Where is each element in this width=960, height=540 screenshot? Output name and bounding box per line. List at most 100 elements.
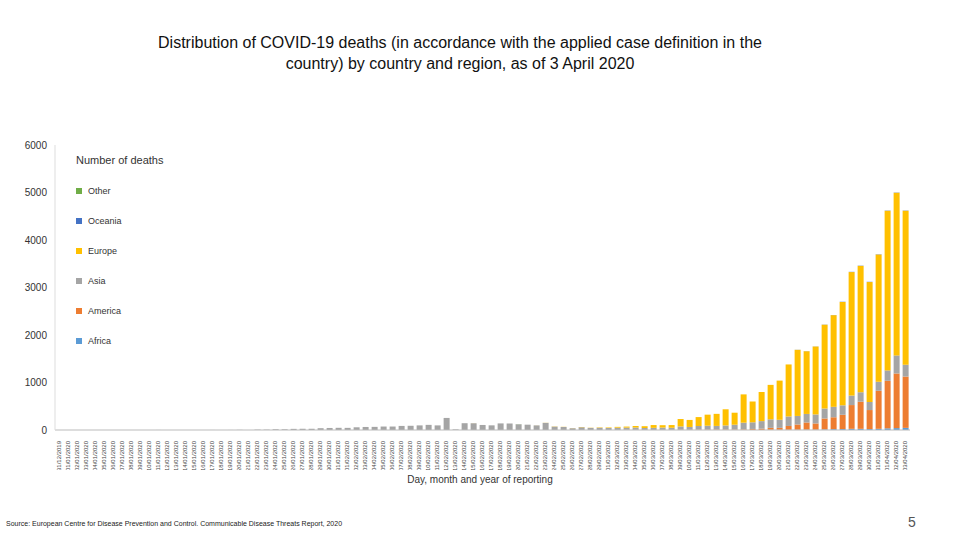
svg-text:24/01/2020: 24/01/2020 [272, 440, 278, 470]
svg-text:09/03/2020: 09/03/2020 [677, 440, 683, 470]
svg-text:06/03/2020: 06/03/2020 [650, 440, 656, 470]
svg-text:07/02/2020: 07/02/2020 [398, 440, 404, 470]
svg-text:25/02/2020: 25/02/2020 [560, 440, 566, 470]
svg-text:02/02/2020: 02/02/2020 [353, 440, 359, 470]
svg-text:14/01/2020: 14/01/2020 [182, 440, 188, 470]
svg-text:05/02/2020: 05/02/2020 [380, 440, 386, 470]
svg-text:14/03/2020: 14/03/2020 [722, 440, 728, 470]
svg-text:30/03/2020: 30/03/2020 [866, 440, 872, 470]
svg-text:02/01/2020: 02/01/2020 [74, 440, 80, 470]
svg-text:19/02/2020: 19/02/2020 [506, 440, 512, 470]
svg-text:17/01/2020: 17/01/2020 [209, 440, 215, 470]
svg-text:03/04/2020: 03/04/2020 [902, 440, 908, 470]
svg-text:18/03/2020: 18/03/2020 [758, 440, 764, 470]
svg-text:25/03/2020: 25/03/2020 [821, 440, 827, 470]
svg-text:25/01/2020: 25/01/2020 [281, 440, 287, 470]
svg-text:22/02/2020: 22/02/2020 [533, 440, 539, 470]
svg-text:11/02/2020: 11/02/2020 [434, 440, 440, 470]
svg-text:13/03/2020: 13/03/2020 [713, 440, 719, 470]
svg-text:24/02/2020: 24/02/2020 [551, 440, 557, 470]
svg-text:12/02/2020: 12/02/2020 [443, 440, 449, 470]
svg-text:17/03/2020: 17/03/2020 [749, 440, 755, 470]
svg-text:03/02/2020: 03/02/2020 [362, 440, 368, 470]
svg-text:07/01/2020: 07/01/2020 [119, 440, 125, 470]
svg-text:05/03/2020: 05/03/2020 [641, 440, 647, 470]
svg-text:04/01/2020: 04/01/2020 [92, 440, 98, 470]
svg-text:02/03/2020: 02/03/2020 [614, 440, 620, 470]
svg-text:22/03/2020: 22/03/2020 [794, 440, 800, 470]
svg-text:19/03/2020: 19/03/2020 [767, 440, 773, 470]
svg-text:01/02/2020: 01/02/2020 [344, 440, 350, 470]
svg-text:01/04/2020: 01/04/2020 [884, 440, 890, 470]
svg-text:04/03/2020: 04/03/2020 [632, 440, 638, 470]
svg-text:09/02/2020: 09/02/2020 [416, 440, 422, 470]
svg-text:10/01/2020: 10/01/2020 [146, 440, 152, 470]
svg-text:04/02/2020: 04/02/2020 [371, 440, 377, 470]
svg-text:15/02/2020: 15/02/2020 [470, 440, 476, 470]
svg-text:08/01/2020: 08/01/2020 [128, 440, 134, 470]
svg-text:07/03/2020: 07/03/2020 [659, 440, 665, 470]
svg-text:27/03/2020: 27/03/2020 [839, 440, 845, 470]
svg-text:12/01/2020: 12/01/2020 [164, 440, 170, 470]
svg-text:26/03/2020: 26/03/2020 [830, 440, 836, 470]
svg-text:10/02/2020: 10/02/2020 [425, 440, 431, 470]
svg-text:4000: 4000 [25, 235, 48, 246]
svg-text:18/02/2020: 18/02/2020 [497, 440, 503, 470]
svg-text:05/01/2020: 05/01/2020 [101, 440, 107, 470]
svg-text:10/03/2020: 10/03/2020 [686, 440, 692, 470]
svg-text:21/03/2020: 21/03/2020 [785, 440, 791, 470]
svg-text:2000: 2000 [25, 330, 48, 341]
svg-text:08/03/2020: 08/03/2020 [668, 440, 674, 470]
svg-text:23/02/2020: 23/02/2020 [542, 440, 548, 470]
svg-text:21/01/2020: 21/01/2020 [245, 440, 251, 470]
svg-text:29/01/2020: 29/01/2020 [317, 440, 323, 470]
svg-text:24/03/2020: 24/03/2020 [812, 440, 818, 470]
svg-text:28/02/2020: 28/02/2020 [587, 440, 593, 470]
svg-text:16/02/2020: 16/02/2020 [479, 440, 485, 470]
svg-text:01/01/2020: 01/01/2020 [65, 440, 71, 470]
svg-text:5000: 5000 [25, 187, 48, 198]
svg-text:03/03/2020: 03/03/2020 [623, 440, 629, 470]
svg-text:06/02/2020: 06/02/2020 [389, 440, 395, 470]
svg-text:20/02/2020: 20/02/2020 [515, 440, 521, 470]
svg-text:6000: 6000 [25, 140, 48, 151]
svg-text:08/02/2020: 08/02/2020 [407, 440, 413, 470]
svg-text:11/03/2020: 11/03/2020 [695, 440, 701, 470]
svg-text:19/01/2020: 19/01/2020 [227, 440, 233, 470]
svg-text:11/01/2020: 11/01/2020 [155, 440, 161, 470]
svg-text:22/01/2020: 22/01/2020 [254, 440, 260, 470]
svg-text:28/01/2020: 28/01/2020 [308, 440, 314, 470]
svg-text:06/01/2020: 06/01/2020 [110, 440, 116, 470]
svg-text:29/02/2020: 29/02/2020 [596, 440, 602, 470]
svg-text:17/02/2020: 17/02/2020 [488, 440, 494, 470]
svg-text:26/02/2020: 26/02/2020 [569, 440, 575, 470]
svg-text:09/01/2020: 09/01/2020 [137, 440, 143, 470]
svg-text:01/03/2020: 01/03/2020 [605, 440, 611, 470]
svg-text:0: 0 [41, 425, 47, 436]
svg-text:12/03/2020: 12/03/2020 [704, 440, 710, 470]
svg-text:28/03/2020: 28/03/2020 [848, 440, 854, 470]
svg-text:31/01/2020: 31/01/2020 [335, 440, 341, 470]
svg-text:29/03/2020: 29/03/2020 [857, 440, 863, 470]
svg-text:3000: 3000 [25, 282, 48, 293]
svg-text:23/01/2020: 23/01/2020 [263, 440, 269, 470]
svg-text:27/02/2020: 27/02/2020 [578, 440, 584, 470]
svg-text:23/03/2020: 23/03/2020 [803, 440, 809, 470]
svg-text:26/01/2020: 26/01/2020 [290, 440, 296, 470]
svg-text:15/01/2020: 15/01/2020 [191, 440, 197, 470]
svg-text:13/01/2020: 13/01/2020 [173, 440, 179, 470]
svg-text:1000: 1000 [25, 377, 48, 388]
svg-text:31/03/2020: 31/03/2020 [875, 440, 881, 470]
svg-text:02/04/2020: 02/04/2020 [893, 440, 899, 470]
svg-text:16/03/2020: 16/03/2020 [740, 440, 746, 470]
svg-text:31/12/2019: 31/12/2019 [56, 440, 62, 470]
svg-text:13/02/2020: 13/02/2020 [452, 440, 458, 470]
svg-text:03/01/2020: 03/01/2020 [83, 440, 89, 470]
svg-text:16/01/2020: 16/01/2020 [200, 440, 206, 470]
svg-text:27/01/2020: 27/01/2020 [299, 440, 305, 470]
svg-text:15/03/2020: 15/03/2020 [731, 440, 737, 470]
svg-text:18/01/2020: 18/01/2020 [218, 440, 224, 470]
svg-text:21/02/2020: 21/02/2020 [524, 440, 530, 470]
svg-text:20/01/2020: 20/01/2020 [236, 440, 242, 470]
svg-text:14/02/2020: 14/02/2020 [461, 440, 467, 470]
